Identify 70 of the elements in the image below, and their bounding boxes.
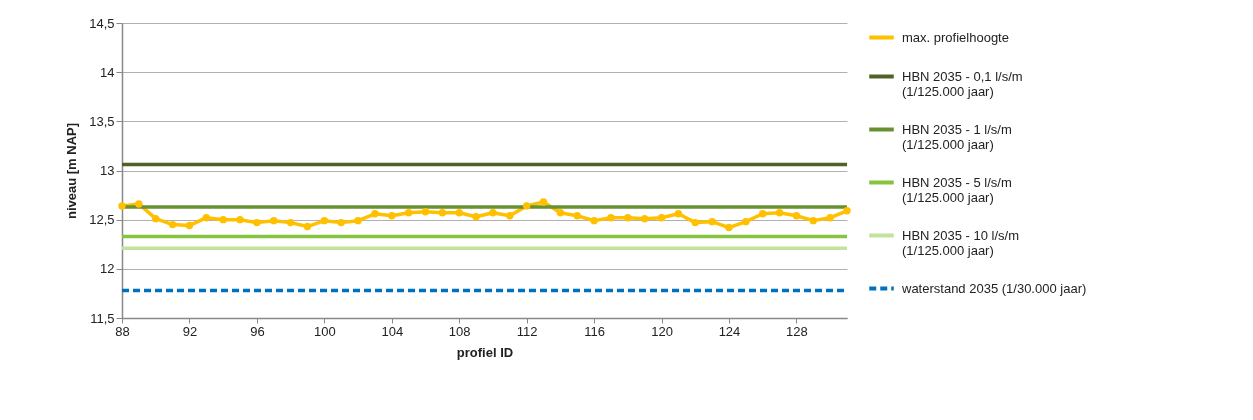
x-tick-label: 112 [516,323,538,339]
x-tick-label: 116 [584,323,605,339]
point [152,214,160,223]
point [286,218,295,227]
y-tick-label: 14,5 [89,15,115,31]
legend-label: HBN 2035 - 0,1 l/s/m (1/125.000 jaar) [902,68,1023,99]
point [657,214,666,222]
point [303,222,312,231]
x-tick-label: 100 [313,323,336,339]
point [388,212,396,220]
x-tick-label: 120 [651,323,673,339]
point [118,202,126,210]
point [270,216,278,225]
legend-label: HBN 2035 - 1 l/s/m (1/125.000 jaar) [902,121,1012,152]
point [185,221,194,230]
x-tick-label: 124 [718,323,741,339]
point [320,216,329,225]
point [725,223,733,232]
point [135,200,143,208]
legend-label: HBN 2035 - 5 l/s/m (1/125.000 jaar) [902,174,1012,205]
point [455,209,463,217]
point [758,210,767,218]
y-tick-label: 11,5 [90,310,115,326]
x-axis-title: profiel ID [456,344,514,360]
y-tick-label: 12 [100,261,115,277]
point [640,214,649,223]
point [843,207,851,215]
point [708,217,716,226]
x-tick-label: 96 [250,323,265,339]
point [202,214,211,222]
point [590,216,598,225]
point [404,209,413,217]
x-tick-label: 92 [182,323,198,339]
point [354,216,362,225]
point [674,210,683,218]
x-tick-label: 108 [448,323,471,339]
point [421,208,430,216]
point [506,212,514,220]
y-tick-label: 12,5 [89,212,115,228]
point [607,214,615,222]
x-tick-label: 104 [381,323,404,339]
legend-label: waterstand 2035 (1/30.000 jaar) [901,280,1087,296]
point [438,209,447,217]
point [775,209,784,217]
point [522,202,531,210]
point [691,218,699,227]
point [168,220,177,229]
x-tick-label: 88 [115,323,130,339]
point [742,217,750,226]
y-tick-label: 14 [100,64,115,80]
point [489,209,497,217]
point [337,218,345,227]
point [573,212,581,220]
point [236,215,244,224]
legend-label: max. profielhoogte [902,29,1009,45]
y-tick-label: 13,5 [89,113,115,129]
point [624,214,632,222]
point [792,212,801,220]
x-tick-label: 128 [786,323,808,339]
point [371,210,379,218]
point [539,198,548,206]
point [472,213,480,221]
point [809,216,817,225]
point [826,214,834,222]
point [556,209,565,217]
y-axis-title: niveau [m NAP] [64,122,80,220]
point [219,215,227,224]
y-tick-label: 13 [100,163,115,178]
legend-label: HBN 2035 - 10 l/s/m (1/125.000 jaar) [902,227,1020,258]
point [253,218,261,227]
